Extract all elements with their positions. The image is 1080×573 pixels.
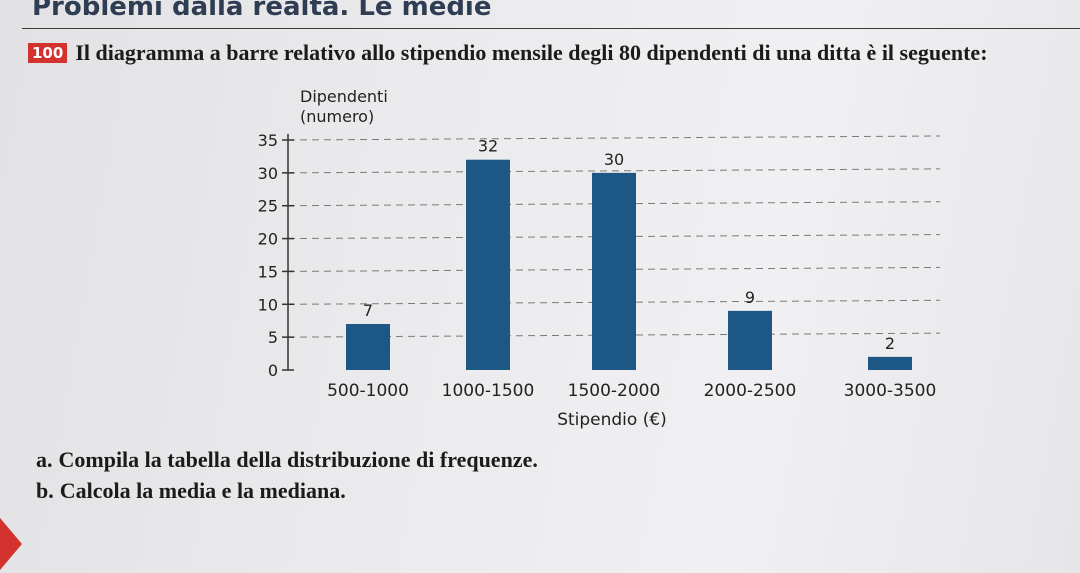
x-tick-label: 1000-1500 bbox=[442, 381, 535, 401]
y-tick-label: 35 bbox=[258, 131, 278, 150]
question-letter: b. bbox=[36, 478, 54, 503]
question-text: Compila la tabella della distribuzione d… bbox=[58, 447, 538, 472]
x-axis-label: Stipendio (€) bbox=[557, 410, 667, 430]
gridline bbox=[287, 135, 941, 141]
x-tick-label: 2000-2500 bbox=[704, 381, 797, 401]
y-axis-label-line1: Dipendenti bbox=[300, 87, 388, 106]
question-letter: a. bbox=[36, 447, 53, 472]
y-axis-label-line2: (numero) bbox=[300, 107, 374, 126]
question-a: a. Compila la tabella della distribuzione… bbox=[36, 447, 538, 473]
y-tick-label: 25 bbox=[258, 197, 278, 216]
bar-1000-1500 bbox=[466, 159, 510, 370]
page-title: Problemi dalla realtà. Le medie bbox=[32, 0, 492, 22]
bar-value-label: 2 bbox=[885, 334, 895, 353]
y-tick-label: 5 bbox=[268, 328, 278, 347]
problem-number-badge: 100 bbox=[28, 43, 68, 63]
bar-2000-2500 bbox=[728, 310, 772, 370]
title-bar: Problemi dalla realtà. Le medie bbox=[22, 0, 1080, 29]
gridline bbox=[287, 168, 941, 174]
question-text: Calcola la media e la mediana. bbox=[59, 478, 346, 503]
y-tick-label: 15 bbox=[258, 262, 278, 281]
bar-500-1000 bbox=[346, 324, 390, 370]
problem-text: Il diagramma a barre relativo allo stipe… bbox=[75, 40, 988, 65]
problem-statement: 100 Il diagramma a barre relativo allo st… bbox=[28, 40, 1068, 66]
bar-value-label: 30 bbox=[604, 150, 624, 169]
bar-value-label: 7 bbox=[363, 301, 373, 320]
bar-3000-3500 bbox=[868, 356, 912, 370]
y-tick-label: 30 bbox=[258, 164, 278, 183]
bar-value-label: 9 bbox=[745, 288, 755, 307]
question-b: b. Calcola la media e la mediana. bbox=[36, 478, 346, 504]
x-tick-label: 3000-3500 bbox=[844, 381, 937, 401]
x-tick-label: 1500-2000 bbox=[568, 381, 661, 401]
x-tick-label: 500-1000 bbox=[327, 381, 409, 401]
y-tick-label: 10 bbox=[258, 295, 278, 314]
y-tick-label: 0 bbox=[268, 361, 278, 380]
bar-value-label: 32 bbox=[478, 137, 498, 156]
y-tick-label: 20 bbox=[258, 230, 278, 249]
corner-marker bbox=[0, 518, 22, 570]
bar-1500-2000 bbox=[592, 172, 636, 370]
